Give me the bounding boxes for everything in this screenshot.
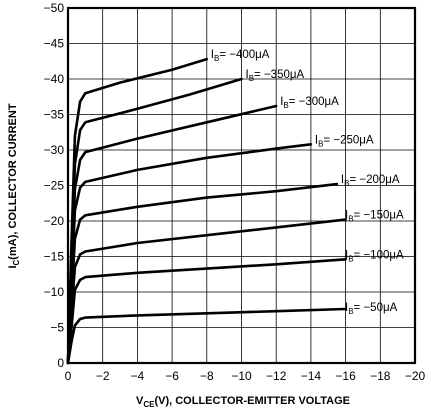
x-tick-label: 0 — [65, 369, 72, 383]
y-tick-labels: 0 −5 −10 −15 −20 −25 −30 −35 −40 −45 −50 — [44, 1, 65, 370]
curve-label-ib-100: IB= −100μA — [345, 249, 404, 263]
y-tick-label: −15 — [44, 250, 65, 264]
y-axis-title: IC(mA), COLLECTOR CURRENT — [7, 103, 21, 268]
y-tick-label: −25 — [44, 179, 65, 193]
curve-label-ib-150: IB= −150μA — [345, 210, 404, 224]
y-tick-label: −20 — [44, 214, 65, 228]
x-tick-labels: 0 −2 −4 −6 −8 −10 −12 −14 −16 −18 −20 — [65, 369, 426, 383]
y-tick-label: 0 — [57, 356, 64, 370]
curves — [66, 57, 347, 365]
y-tick-label: −5 — [50, 321, 64, 335]
curve-labels: IB= −50μA IB= −100μA IB= −150μA IB= −200μA I… — [211, 49, 404, 316]
x-tick-label: −18 — [370, 369, 391, 383]
y-tick-label: −50 — [44, 1, 65, 15]
y-tick-label: −30 — [44, 143, 65, 157]
curve-ib-50 — [66, 307, 347, 365]
curve-label-ib-200: IB= −200μA — [341, 174, 400, 188]
x-tick-label: −16 — [335, 369, 356, 383]
x-tick-label: −20 — [405, 369, 426, 383]
x-tick-label: −10 — [231, 369, 252, 383]
x-tick-label: −6 — [165, 369, 179, 383]
x-tick-label: −14 — [301, 369, 322, 383]
curve-label-ib-300: IB= −300μA — [280, 96, 339, 110]
curve-ib-400 — [66, 57, 209, 365]
curve-label-ib-400: IB= −400μA — [211, 49, 270, 63]
curve-label-ib-250: IB= −250μA — [315, 134, 374, 148]
curve-ib-200 — [66, 182, 339, 365]
x-tick-label: −4 — [131, 369, 145, 383]
y-tick-label: −45 — [44, 37, 65, 51]
y-tick-label: −35 — [44, 108, 65, 122]
x-axis-title: VCE(V), COLLECTOR-EMITTER VOLTAGE — [136, 395, 350, 409]
x-tick-label: −8 — [200, 369, 214, 383]
y-tick-label: −10 — [44, 285, 65, 299]
plot-frame — [66, 6, 417, 365]
curve-ib-250 — [66, 143, 313, 365]
x-tick-label: −12 — [266, 369, 287, 383]
y-tick-label: −40 — [44, 72, 65, 86]
curve-label-ib-50: IB= −50μA — [345, 302, 398, 316]
x-tick-label: −2 — [96, 369, 110, 383]
curve-label-ib-350: IB= −350μA — [246, 69, 305, 83]
